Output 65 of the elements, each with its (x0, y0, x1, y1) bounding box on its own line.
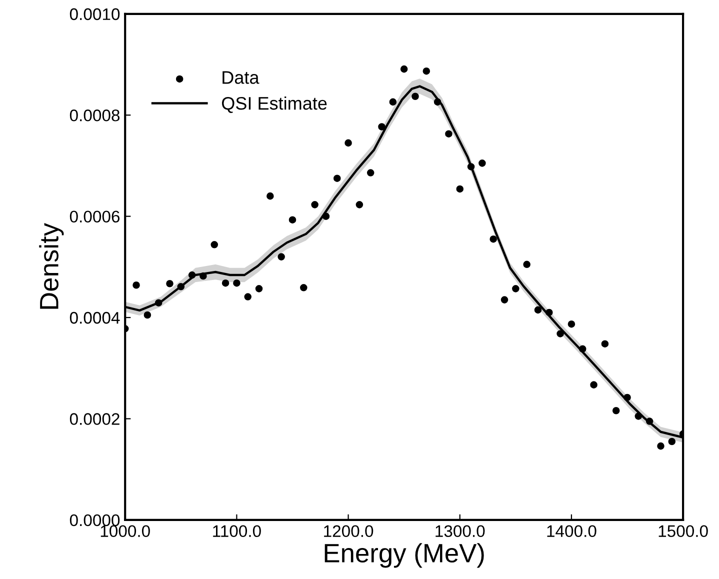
point (344, 139, 352, 147)
point (210, 241, 218, 248)
point (568, 320, 576, 328)
point (356, 201, 364, 208)
point (311, 201, 318, 208)
point (634, 412, 642, 420)
y-tick-label: 0.0002 (70, 413, 120, 425)
point (322, 212, 330, 220)
x-tick-label: 1200.0 (324, 525, 374, 538)
point (434, 98, 442, 106)
point (478, 160, 486, 167)
point (523, 260, 530, 268)
point (445, 130, 452, 138)
point (490, 235, 497, 243)
point (378, 123, 386, 130)
point (400, 65, 408, 73)
point (144, 311, 152, 319)
point (467, 163, 475, 170)
point (668, 438, 676, 446)
point (288, 216, 296, 224)
point (500, 296, 508, 304)
x-axis-title: Energy (MeV) (324, 543, 484, 568)
point (278, 253, 285, 260)
point (200, 272, 207, 280)
point (556, 330, 564, 338)
y-axis-title: Density (39, 222, 64, 309)
x-tick-label: 1000.0 (100, 525, 150, 538)
point (578, 345, 586, 353)
point (389, 98, 397, 106)
point (166, 280, 174, 288)
point (612, 406, 620, 414)
point (222, 279, 230, 287)
point (624, 394, 631, 402)
y-tick-label: 0.0004 (70, 312, 120, 324)
x-tick-label: 1500.0 (658, 525, 708, 538)
legend-label: QSI Estimate (222, 96, 327, 113)
point (657, 442, 664, 450)
y-tick-label: 0.0000 (70, 514, 120, 526)
point (132, 281, 140, 289)
legend-label: Data (222, 71, 260, 84)
point (366, 169, 374, 176)
y-tick-label: 0.0008 (70, 110, 120, 122)
point (255, 285, 263, 292)
point (300, 284, 308, 292)
x-tick-label: 1300.0 (436, 525, 485, 538)
x-tick-label: 1400.0 (547, 525, 596, 538)
point (412, 92, 419, 100)
point (333, 174, 341, 182)
point (546, 308, 553, 316)
point (154, 299, 162, 306)
point (590, 381, 598, 388)
point (177, 283, 185, 290)
point (244, 293, 252, 300)
point (422, 67, 430, 75)
point (266, 192, 274, 200)
point (188, 271, 196, 279)
point (233, 279, 240, 287)
point (601, 340, 609, 348)
y-tick-label: 0.0010 (70, 8, 120, 20)
point (456, 185, 464, 193)
point (646, 418, 654, 425)
point (512, 285, 520, 292)
y-tick-label: 0.0006 (70, 210, 120, 223)
x-tick-label: 1100.0 (213, 525, 261, 538)
point (534, 306, 542, 314)
